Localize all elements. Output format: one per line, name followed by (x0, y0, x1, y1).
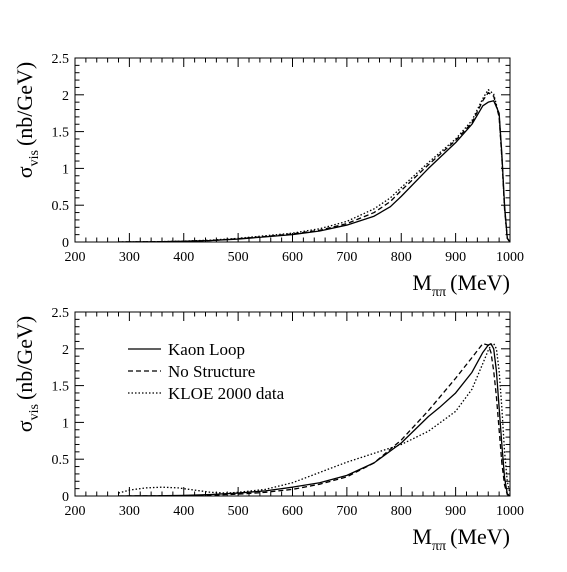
x-tick-label: 600 (282, 504, 303, 519)
y-tick-label: 2 (62, 89, 69, 104)
y-tick-label: 2.5 (52, 52, 70, 67)
x-axis-label: Mππ (MeV) (412, 270, 510, 300)
x-tick-label: 500 (228, 504, 249, 519)
plot-frame (74, 311, 511, 497)
x-tick-label: 200 (65, 504, 86, 519)
y-tick-label: 2 (62, 343, 69, 358)
y-axis-label: σvis(nb/GeV) (12, 316, 42, 433)
x-tick-label: 800 (391, 250, 412, 265)
x-tick-label: 200 (65, 250, 86, 265)
x-tick-label: 1000 (496, 504, 524, 519)
legend-label: Kaon Loop (168, 340, 245, 359)
series-line-dashed (118, 91, 510, 242)
y-tick-label: 1 (62, 416, 69, 431)
legend-label: No Structure (168, 362, 255, 381)
x-tick-label: 900 (445, 250, 466, 265)
x-tick-label: 300 (119, 250, 140, 265)
x-tick-label: 600 (282, 250, 303, 265)
x-tick-label: 300 (119, 504, 140, 519)
y-tick-label: 0.5 (52, 199, 70, 214)
series-line-dotted (118, 343, 510, 495)
y-axis-label: σvis(nb/GeV) (12, 62, 42, 179)
y-tick-label: 0.5 (52, 453, 70, 468)
x-tick-label: 500 (228, 250, 249, 265)
x-tick-label: 400 (173, 504, 194, 519)
y-tick-label: 1 (62, 162, 69, 177)
series-line-solid (118, 343, 510, 496)
series-line-dotted (118, 89, 510, 242)
series-group (118, 343, 510, 496)
y-tick-label: 0 (62, 236, 69, 251)
series-line-dashed (118, 343, 510, 496)
y-tick-label: 0 (62, 490, 69, 505)
series-line-solid (118, 100, 510, 242)
y-tick-label: 1.5 (52, 126, 70, 141)
top-chart: 200 300 400 500 600 700 800 900 1000 0 0.5 1 1.5 2 2.5… (12, 52, 524, 300)
x-tick-label: 700 (336, 504, 357, 519)
x-tick-label: 900 (445, 504, 466, 519)
bottom-chart: 200 300 400 500 600 700 800 900 1000 0 0.5 1 1.5 2 2.5… (12, 306, 524, 554)
y-tick-label: 2.5 (52, 306, 70, 321)
x-tick-label: 700 (336, 250, 357, 265)
x-tick-label: 1000 (496, 250, 524, 265)
x-tick-label: 800 (391, 504, 412, 519)
y-tick-label: 1.5 (52, 380, 70, 395)
legend-label: KLOE 2000 data (168, 384, 285, 403)
series-group (118, 89, 510, 242)
x-axis-label: Mππ (MeV) (412, 524, 510, 554)
x-tick-label: 400 (173, 250, 194, 265)
